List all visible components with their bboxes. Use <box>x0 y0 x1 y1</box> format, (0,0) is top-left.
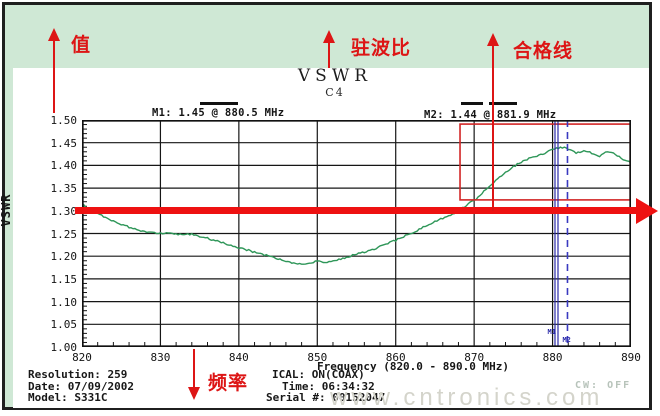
value-arrow-up-icon <box>48 28 60 41</box>
x-tick-label: 830 <box>150 351 171 364</box>
x-tick-label: 890 <box>621 351 641 364</box>
x-axis-title: Frequency (820.0 - 890.0 MHz) <box>316 360 510 373</box>
y-tick-label: 1.00 <box>50 341 78 354</box>
pass-line-arrow-up-icon <box>487 33 499 46</box>
y-tick-label: 1.20 <box>50 250 78 264</box>
x-tick-label: 870 <box>464 351 485 364</box>
marker-flag-m2: M2 <box>562 336 570 344</box>
watermark-text: www.cntronics.com <box>330 384 604 411</box>
value-annotation-label: 值 <box>71 35 92 56</box>
status-date: Date: 07/09/2002 <box>28 379 134 393</box>
vswr-plot-svg: M1 M2 <box>81 119 632 348</box>
plot-area: M1 M2 <box>81 119 632 348</box>
y-tick-label: 1.05 <box>50 318 78 332</box>
status-resolution: Resolution: 259 <box>28 368 128 381</box>
y-tick-label: 1.35 <box>50 182 78 196</box>
marker-m2-readout: M2: 1.44 @ 881.9 MHz <box>424 109 557 121</box>
value-arrow-line <box>53 40 55 113</box>
x-tick-label: 850 <box>307 351 328 364</box>
y-tick-label: 1.10 <box>50 295 78 309</box>
y-axis-title: VSWR <box>0 193 13 227</box>
x-tick-label: 880 <box>542 351 563 364</box>
status-left-block: Resolution: 259 Date: 07/09/2002 Model: S3… <box>28 369 134 404</box>
status-ical: ICAL: ON(COAX) <box>272 368 365 381</box>
chart-subtitle: C4 <box>325 86 345 99</box>
y-tick-label: 1.45 <box>50 136 78 150</box>
x-tick-label: 820 <box>72 351 92 364</box>
vswr-arrow-line <box>328 42 330 68</box>
marker-bar-m1 <box>200 102 238 105</box>
pass-limit-line <box>75 207 636 215</box>
x-tick-label: 860 <box>385 351 406 364</box>
marker-flag-m1: M1 <box>547 328 555 336</box>
status-middle-block: ICAL: ON(COAX) Time: 06:34:32 Serial #: 00… <box>266 369 385 404</box>
vswr-arrow-up-icon <box>323 30 335 43</box>
status-time: Time: 06:34:32 <box>282 379 375 393</box>
y-tick-label: 1.30 <box>50 204 78 218</box>
frequency-arrow-down-icon <box>188 387 200 400</box>
pass-line-arrow-line <box>492 45 494 211</box>
marker-bar-m2a <box>461 102 483 105</box>
chart-title: VSWR <box>297 66 373 86</box>
x-tick-label: 840 <box>228 351 249 364</box>
pass-line-annotation-label: 合格线 <box>513 41 574 62</box>
pass-limit-line-arrowhead-icon <box>636 197 658 224</box>
status-model: Model: S331C <box>28 391 108 404</box>
y-tick-label: 1.40 <box>50 159 78 173</box>
y-tick-label: 1.25 <box>50 227 78 241</box>
status-serial: Serial #: 00152047 <box>266 391 386 404</box>
frequency-annotation-label: 频率 <box>208 373 249 394</box>
vswr-annotation-label: 驻波比 <box>351 38 412 59</box>
marker-m1-readout: M1: 1.45 @ 880.5 MHz <box>152 107 285 119</box>
y-tick-label: 1.15 <box>50 272 78 286</box>
frequency-arrow-line <box>193 349 195 387</box>
status-cw: CW: OFF <box>575 380 632 391</box>
marker-bar-m2b <box>489 102 517 105</box>
y-tick-label: 1.50 <box>50 114 78 127</box>
